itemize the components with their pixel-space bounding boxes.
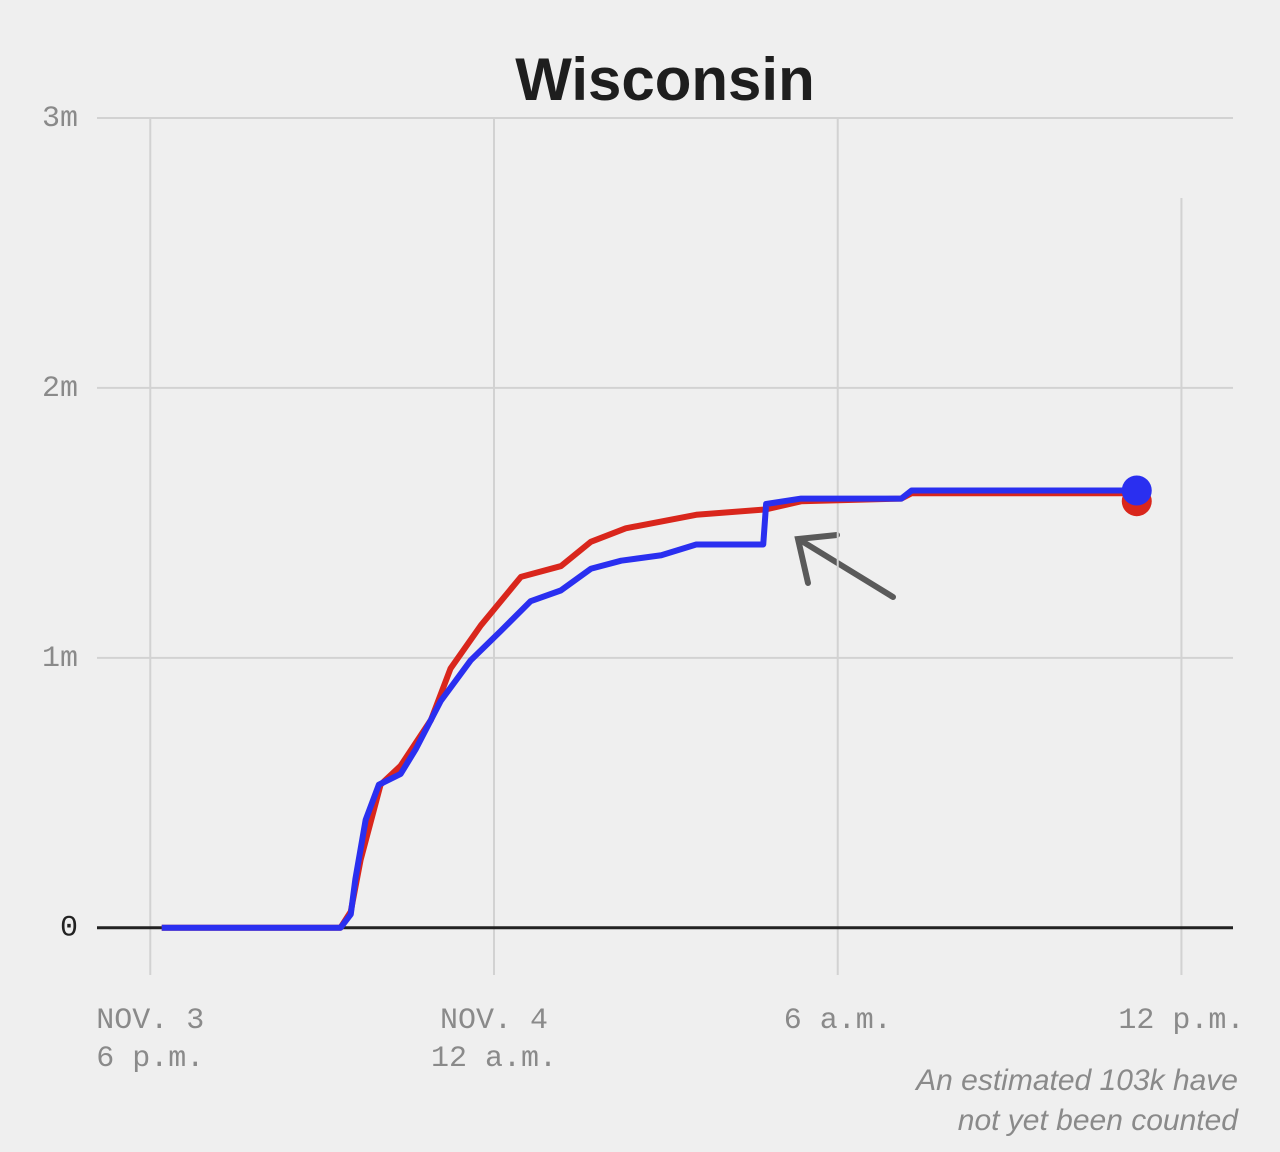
x-tick-label: 12 a.m. — [431, 1042, 557, 1076]
arrow — [794, 532, 896, 600]
series-line — [161, 487, 1137, 931]
y-tick-label: 2m — [42, 372, 78, 406]
chart-title: Wisconsin — [515, 46, 815, 113]
x-tick-label: NOV. 3 — [96, 1004, 204, 1038]
x-tick-label: 6 a.m. — [784, 1004, 892, 1038]
x-tick-label: NOV. 4 — [440, 1004, 548, 1038]
y-tick-label: 3m — [42, 102, 78, 136]
end-dot — [1121, 475, 1152, 506]
y-tick-label: 1m — [42, 642, 78, 676]
x-tick-label: 6 p.m. — [96, 1042, 204, 1076]
annotation: not yet been counted — [958, 1104, 1240, 1137]
x-tick-label: 12 p.m. — [1118, 1004, 1244, 1038]
y-tick-label: 0 — [60, 912, 78, 946]
axes: NOV. 3 6 p.m. NOV. 4 12 a.m. 6 a.m. 12 p.m. 0 1… — [42, 102, 1244, 1076]
annotation: An estimated 103k have — [914, 1064, 1238, 1097]
